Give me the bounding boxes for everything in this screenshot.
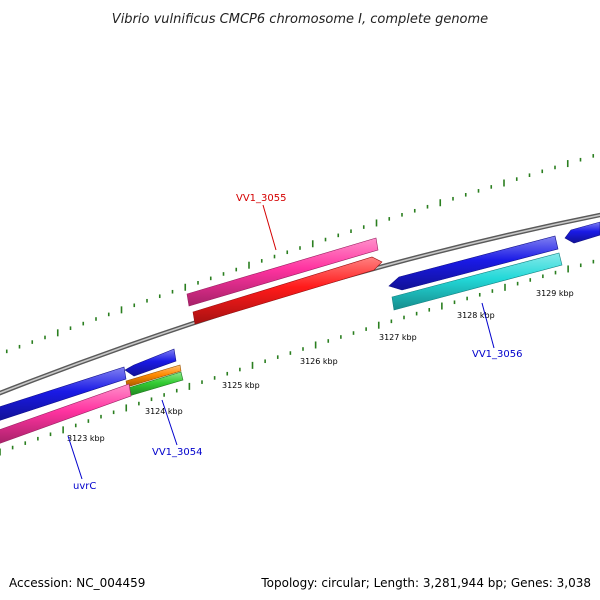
gene-feature-blue-right-2 [564,221,600,244]
topology-text: Topology: circular; Length: 3,281,944 bp… [260,576,591,590]
tick-label: 3128 kbp [457,311,495,320]
gene-feature-blue-left-long [0,366,127,421]
backbone-line [0,212,600,396]
tick-label: 3129 kbp [536,289,574,298]
accession-text: Accession: NC_004459 [9,576,145,590]
map-title: Vibrio vulnificus CMCP6 chromosome I, co… [112,12,488,27]
gene-feature-pink-upper [186,237,379,307]
gene-label: VV1_3055 [236,193,287,204]
labels: 3123 kbp 3124 kbp 3125 kbp 3126 kbp 3127 kbp… [67,193,574,492]
gene-leader-line [67,435,83,480]
gene-feature-pink-left [0,383,132,444]
gene-leader-line [161,399,178,446]
tick-label: 3123 kbp [67,434,105,443]
tick-label: 3125 kbp [222,381,260,390]
tick-label: 3124 kbp [145,407,183,416]
gene-features [0,221,600,444]
tick-marks [0,154,595,456]
tick-label: 3126 kbp [300,357,338,366]
gene-feature-blue-right-1 [388,235,559,291]
gene-leader-line [262,204,277,251]
genome-backbone [0,212,600,396]
gene-feature-cyan-right [391,252,563,311]
gene-leader-line [481,302,495,349]
gene-label: VV1_3054 [152,447,203,458]
tick-label: 3127 kbp [379,333,417,342]
backbone-highlight [0,214,600,394]
gene-feature-red-lower [192,256,383,325]
gene-label: VV1_3056 [472,349,523,360]
gene-feature-blue-left-short [124,348,177,377]
gene-label: uvrC [73,481,96,492]
